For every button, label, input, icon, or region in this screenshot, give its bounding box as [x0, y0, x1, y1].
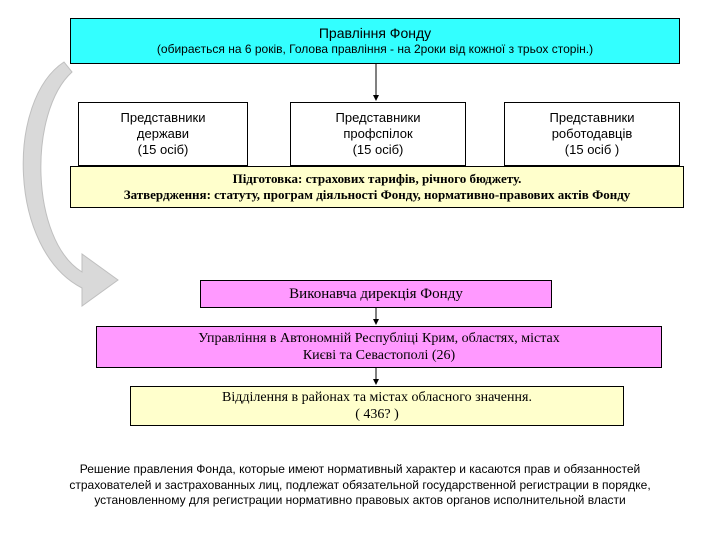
board-title: Правління Фонду	[319, 25, 431, 43]
executive-directorate-label: Виконавча дирекція Фонду	[289, 285, 463, 304]
reps-unions-l2: профспілок	[343, 126, 412, 142]
reps-employers-l3: (15 осіб )	[565, 142, 619, 158]
branches-box: Відділення в районах та містах обласного…	[130, 386, 624, 426]
management-l1: Управління в Автономній Республіці Крим,…	[198, 330, 559, 348]
board-box: Правління Фонду (обирається на 6 років, …	[70, 18, 680, 64]
footer-note: Решение правления Фонда, которые имеют н…	[0, 462, 720, 509]
reps-state-box: Представники держави (15 осіб)	[78, 102, 248, 166]
branches-l2: ( 436? )	[355, 406, 399, 424]
reps-state-l1: Представники	[121, 110, 206, 126]
reps-state-l3: (15 осіб)	[138, 142, 189, 158]
vertical-connectors	[0, 0, 720, 540]
management-box: Управління в Автономній Республіці Крим,…	[96, 326, 662, 368]
functions-box: Підготовка: страхових тарифів, річного б…	[70, 166, 684, 208]
board-subtitle: (обирається на 6 років, Голова правління…	[157, 42, 593, 57]
reps-state-l2: держави	[137, 126, 189, 142]
reps-employers-l2: роботодавців	[552, 126, 633, 142]
functions-l2: Затвердження: статуту, програм діяльност…	[124, 187, 631, 203]
footer-l3: установленному для регистрации нормативн…	[0, 493, 720, 509]
executive-directorate-box: Виконавча дирекція Фонду	[200, 280, 552, 308]
reps-employers-box: Представники роботодавців (15 осіб )	[504, 102, 680, 166]
footer-l2: страхователей и застрахованных лиц, подл…	[0, 478, 720, 494]
management-l2: Києві та Севастополі (26)	[303, 347, 455, 365]
reps-employers-l1: Представники	[550, 110, 635, 126]
branches-l1: Відділення в районах та містах обласного…	[222, 389, 532, 407]
reps-unions-l1: Представники	[336, 110, 421, 126]
functions-l1: Підготовка: страхових тарифів, річного б…	[233, 171, 522, 187]
reps-unions-l3: (15 осіб)	[353, 142, 404, 158]
footer-l1: Решение правления Фонда, которые имеют н…	[0, 462, 720, 478]
reps-unions-box: Представники профспілок (15 осіб)	[290, 102, 466, 166]
